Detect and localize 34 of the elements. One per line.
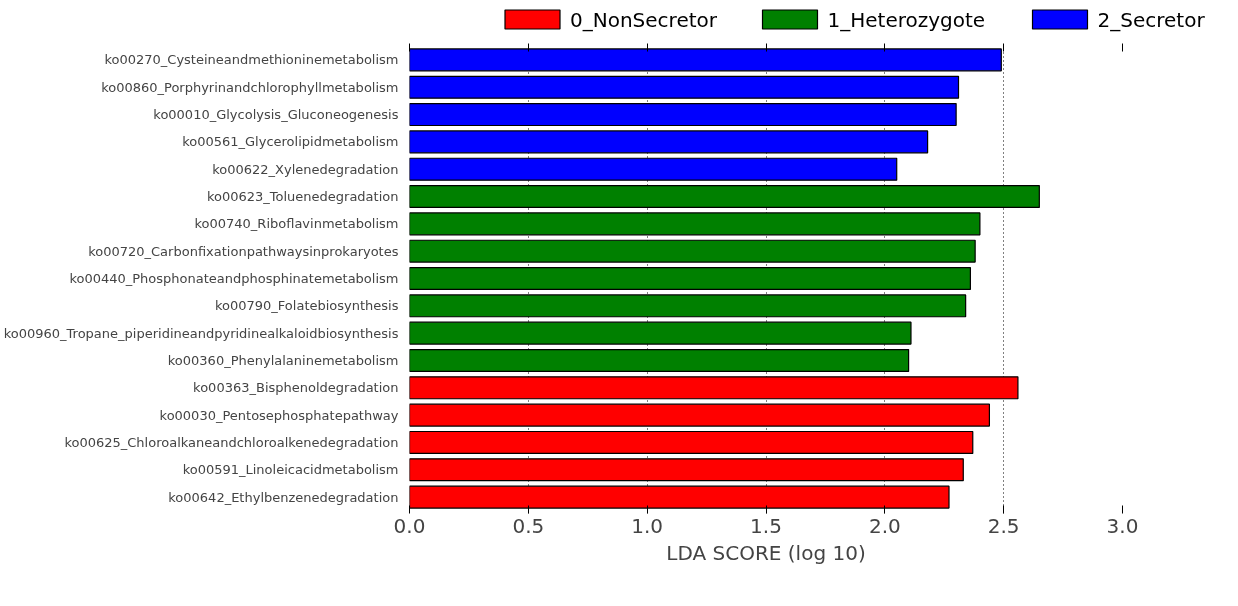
x-tick-label: 1.0 [631, 513, 664, 538]
y-tick-label: ko00740_Riboflavinmetabolism [194, 216, 399, 232]
x-axis-title: LDA SCORE (log 10) [666, 540, 866, 565]
legend-label: 1_Heterozygote [827, 7, 986, 32]
x-tick-label: 3.0 [1106, 513, 1139, 538]
y-tick-label: ko00790_Folatebiosynthesis [214, 298, 399, 314]
y-tick-label: ko00030_Pentosephosphatepathway [159, 407, 399, 423]
y-tick-label: ko00860_Porphyrinandchlorophyllmetabolism [101, 79, 399, 95]
y-tick-label: ko00360_Phenylalaninemetabolism [167, 352, 399, 368]
bar [409, 239, 976, 263]
y-tick-label: ko00625_Chloroalkaneandchloroalkenedegradation [64, 434, 399, 450]
y-tick-label: ko00363_Bisphenoldegradation [193, 380, 399, 396]
x-tick-label: 1.5 [750, 513, 782, 538]
y-tick-label: ko00010_Glycolysis_Gluconeogenesis [153, 107, 399, 123]
y-tick-label: ko00623_Toluenedegradation [206, 189, 399, 205]
y-tick-label: ko00440_Phosphonateandphosphinatemetabolism [69, 271, 399, 286]
legend-label: 0_NonSecretor [570, 7, 718, 32]
y-tick-label: ko00622_Xylenedegradation [212, 161, 399, 177]
x-tick-label: 0.5 [512, 513, 545, 538]
bar [409, 75, 960, 99]
bar [409, 376, 1019, 400]
y-tick-label: ko00642_Ethylbenzenedegradation [168, 489, 399, 505]
bar [409, 266, 971, 291]
x-tick-label: 0.0 [393, 513, 426, 538]
x-tick-label: 2.0 [868, 513, 901, 538]
legend-label: 2_Secretor [1097, 7, 1206, 32]
bar [409, 212, 981, 236]
y-tick-label: ko00591_Linoleicacidmetabolism [182, 462, 399, 478]
y-tick-label: ko00270_Cysteineandmethioninemetabolism [104, 52, 399, 68]
x-tick-label: 2.5 [987, 513, 1020, 538]
y-tick-label: ko00561_Glycerolipidmetabolism [182, 134, 399, 150]
y-tick-label: ko00960_Tropane_piperidineandpyridinealkaloidbiosynthesis [3, 325, 399, 341]
bar [409, 403, 991, 427]
y-tick-label: ko00720_Carbonfixationpathwaysinprokaryotes [88, 243, 399, 259]
